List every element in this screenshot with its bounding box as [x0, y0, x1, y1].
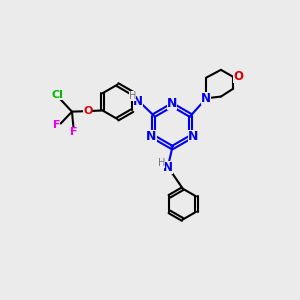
Text: F: F [70, 127, 77, 136]
Text: N: N [188, 130, 198, 143]
Text: N: N [163, 161, 173, 174]
Text: N: N [133, 95, 143, 108]
Text: N: N [146, 130, 157, 143]
Text: F: F [53, 120, 60, 130]
Text: N: N [167, 98, 178, 110]
Text: O: O [233, 70, 243, 83]
Text: N: N [201, 92, 211, 105]
Text: O: O [83, 106, 92, 116]
Text: H: H [158, 158, 165, 168]
Text: Cl: Cl [52, 90, 64, 100]
Text: H: H [129, 91, 136, 101]
